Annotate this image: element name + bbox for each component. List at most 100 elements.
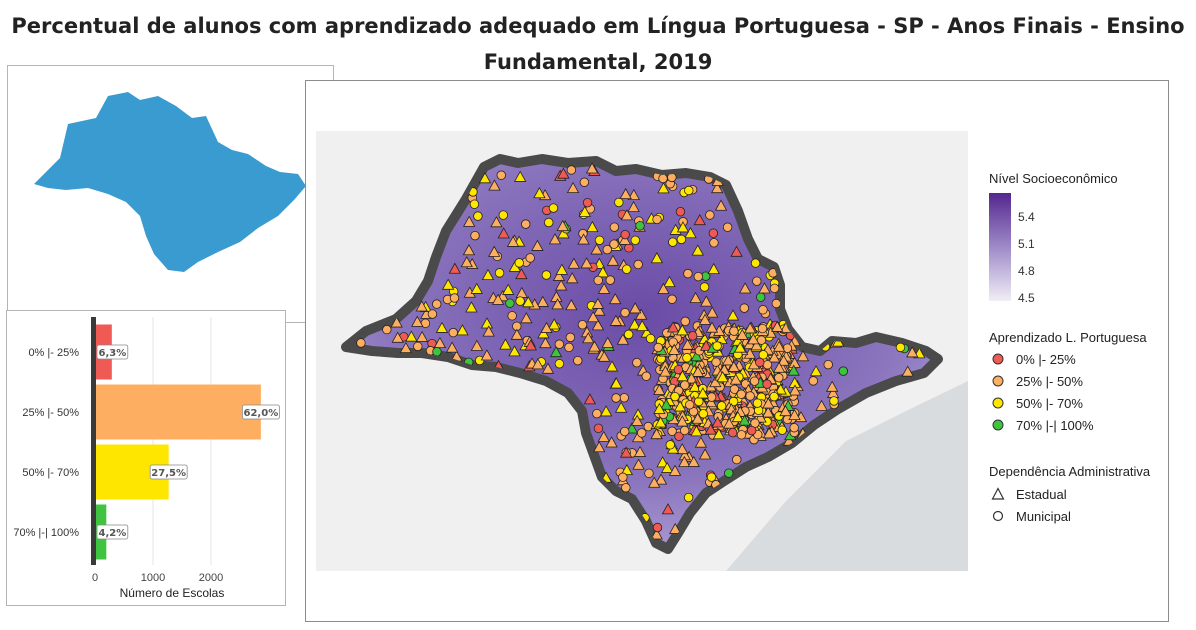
school-point-municipal [605, 275, 615, 285]
bar-data-label-box [96, 344, 129, 360]
school-point-estadual [555, 263, 569, 275]
school-point-estadual [557, 167, 570, 179]
school-point-estadual [609, 292, 622, 305]
school-point-estadual [601, 336, 614, 348]
school-point-estadual [537, 327, 550, 339]
school-point-municipal [473, 211, 483, 221]
bar-data-label-box [96, 524, 129, 540]
school-point-municipal [448, 327, 458, 338]
school-point-municipal [637, 428, 647, 438]
school-point-municipal [675, 207, 686, 217]
school-point-estadual [522, 296, 535, 308]
school-point-estadual [591, 319, 605, 331]
school-point-municipal [676, 234, 687, 245]
school-point-estadual [676, 221, 690, 233]
school-point-estadual [618, 233, 631, 245]
school-point-municipal [470, 230, 480, 241]
bar-category-labels: 0% |- 25% 25% |- 50% 50% |- 70% 70% |-| 100… [13, 347, 79, 539]
school-point-estadual [565, 299, 578, 311]
nse-gradient-bar [989, 193, 1011, 301]
school-point-municipal [708, 228, 719, 238]
school-point-municipal [621, 483, 631, 493]
school-point-estadual [704, 396, 718, 408]
school-point-estadual [411, 315, 424, 327]
school-point-estadual [825, 380, 839, 392]
school-point-estadual [727, 360, 741, 372]
school-point-estadual [710, 181, 724, 194]
bar-tick-label: 0 [92, 572, 98, 584]
school-point-estadual [548, 318, 561, 330]
school-point-estadual [605, 436, 618, 448]
school-point-municipal [717, 401, 727, 411]
school-point-municipal [755, 292, 766, 302]
school-point-municipal [432, 299, 442, 309]
school-point-municipal [705, 210, 715, 220]
school-point-municipal [554, 339, 565, 349]
school-point-municipal [736, 430, 747, 440]
school-point-estadual [694, 436, 708, 448]
school-point-estadual [515, 267, 528, 280]
school-point-municipal [469, 199, 480, 209]
school-point-municipal [611, 393, 621, 403]
school-point-estadual [668, 464, 682, 476]
school-point-municipal [541, 270, 552, 280]
school-point-estadual [730, 245, 743, 257]
school-point-municipal [652, 522, 663, 533]
school-point-municipal [554, 359, 565, 369]
bar-data-label-box [241, 404, 280, 420]
school-point-estadual [650, 528, 663, 540]
school-point-estadual [435, 321, 449, 333]
school-point-estadual [482, 325, 495, 337]
school-point-estadual [605, 360, 619, 372]
bar-tick-labels: 0 1000 2000 [92, 572, 223, 584]
school-point-estadual [673, 400, 687, 412]
bar-chart-panel: 6,3% 62,0% 27,5% 4,2% 0% |- 25% 25% |- 50% 50… [6, 310, 286, 606]
school-point-estadual [666, 321, 680, 333]
school-point-estadual [736, 328, 749, 340]
bar [95, 384, 261, 440]
school-point-municipal [680, 380, 690, 390]
school-point-estadual [684, 226, 697, 239]
school-point-municipal [670, 391, 680, 402]
school-point-estadual [698, 448, 712, 460]
school-point-estadual [405, 330, 418, 342]
map-panel: Nível Socioeconômico 5.4 5.1 4.8 4.5 Apr… [305, 80, 1169, 622]
school-point-estadual [554, 279, 568, 291]
school-point-estadual [590, 243, 603, 255]
legend-dot-low [992, 353, 1004, 365]
school-point-municipal [593, 423, 604, 434]
school-point-estadual [726, 309, 740, 321]
nse-tick: 5.1 [1018, 237, 1035, 251]
school-point-municipal [525, 253, 535, 263]
sao-paulo-state-shape [34, 92, 306, 272]
school-point-municipal [474, 355, 485, 366]
bar-zero-axis [91, 317, 96, 565]
school-point-estadual [582, 332, 595, 344]
school-point-estadual [690, 425, 703, 437]
school-point-municipal [521, 219, 531, 229]
school-point-estadual [556, 219, 569, 231]
school-point-estadual [636, 319, 649, 331]
bar-chart: 6,3% 62,0% 27,5% 4,2% 0% |- 25% 25% |- 50% 50… [13, 317, 280, 600]
school-point-estadual [738, 414, 751, 426]
school-point-municipal [757, 323, 768, 334]
school-point-municipal [515, 296, 525, 306]
school-point-municipal [624, 243, 634, 253]
school-point-estadual [441, 278, 455, 290]
school-point-estadual [508, 345, 521, 357]
school-point-estadual [633, 445, 647, 457]
school-point-municipal [644, 468, 654, 479]
school-point-municipal [623, 329, 634, 340]
school-point-estadual [620, 209, 634, 221]
nse-tick: 4.5 [1018, 291, 1035, 305]
school-point-estadual [470, 282, 483, 294]
school-point-estadual [654, 416, 667, 428]
school-point-municipal [895, 342, 906, 353]
bar-tick-label: 2000 [199, 572, 223, 584]
school-point-estadual [706, 306, 719, 318]
school-point-estadual [580, 257, 593, 269]
school-point-estadual [685, 372, 698, 384]
triangle-icon [991, 487, 1005, 500]
school-point-municipal [823, 359, 833, 370]
school-point-estadual [699, 339, 713, 351]
